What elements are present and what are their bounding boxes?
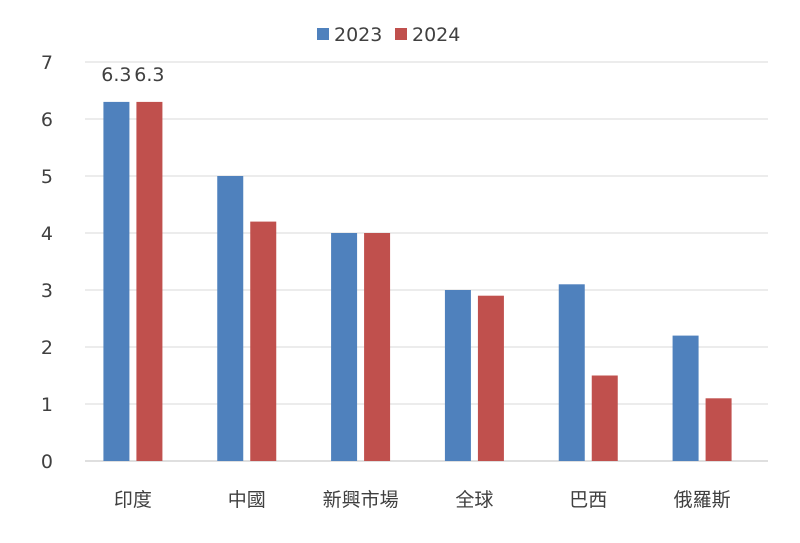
y-tick-label: 5 xyxy=(41,166,53,188)
legend-label: 2023 xyxy=(334,24,382,46)
data-label: 6.3 xyxy=(134,64,164,86)
y-tick-label: 3 xyxy=(41,280,53,302)
bar-2023-3 xyxy=(444,290,471,461)
bar-2023-0 xyxy=(103,101,130,462)
legend-swatch-2023 xyxy=(317,28,329,40)
category-label: 印度 xyxy=(114,489,152,511)
bar-2024-5 xyxy=(705,398,732,461)
y-tick-label: 6 xyxy=(41,109,53,131)
bar-2024-0 xyxy=(136,101,163,462)
bar-2024-4 xyxy=(591,375,618,461)
data-label: 6.3 xyxy=(101,64,131,86)
y-tick-label: 7 xyxy=(41,52,53,74)
category-label: 中國 xyxy=(228,489,266,511)
data-labels: 6.3 6.3 xyxy=(101,64,164,86)
category-label: 新興市場 xyxy=(323,489,399,511)
x-axis-categories: 印度 中國 新興市場 全球 巴西 俄羅斯 xyxy=(114,489,731,511)
y-tick-label: 0 xyxy=(41,451,53,473)
bars xyxy=(103,101,732,462)
y-tick-label: 2 xyxy=(41,337,53,359)
gridlines xyxy=(85,61,768,462)
bar-2023-4 xyxy=(558,284,585,461)
category-label: 俄羅斯 xyxy=(674,489,731,511)
bar-2024-1 xyxy=(250,221,277,461)
legend-label: 2024 xyxy=(412,24,460,46)
bar-2023-2 xyxy=(331,233,358,461)
category-label: 全球 xyxy=(455,489,493,511)
bar-2024-2 xyxy=(364,233,391,461)
bar-2024-3 xyxy=(477,295,504,461)
y-tick-label: 4 xyxy=(41,223,53,245)
y-tick-label: 1 xyxy=(41,394,53,416)
bar-2023-5 xyxy=(672,335,699,461)
legend: 2023 2024 xyxy=(317,24,460,46)
bar-2023-1 xyxy=(217,176,244,461)
y-axis-ticks: 0 1 2 3 4 5 6 7 xyxy=(41,52,53,473)
legend-swatch-2024 xyxy=(395,28,407,40)
category-label: 巴西 xyxy=(569,489,607,511)
